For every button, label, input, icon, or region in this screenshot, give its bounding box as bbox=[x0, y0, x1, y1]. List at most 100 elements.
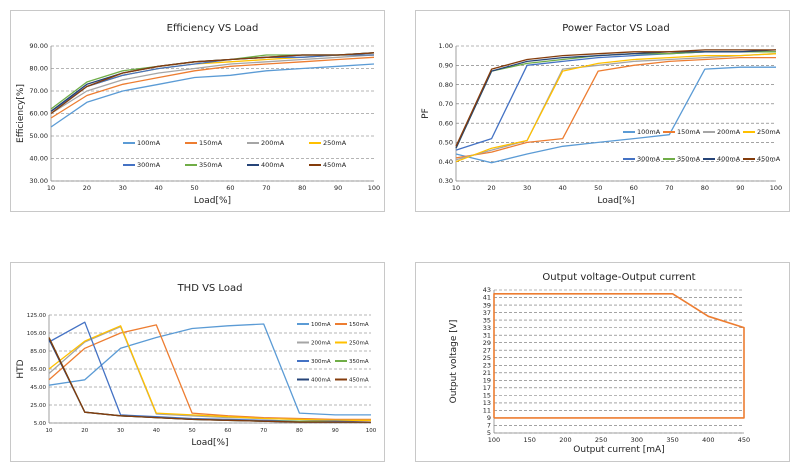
efficiency-chart: Efficiency VS Load 30.00 40.00 50.00 60.00 70… bbox=[16, 23, 380, 206]
voltage-current-chart-panel: Output voltage-Output current 5 7 9 11 13 15 17… bbox=[415, 262, 790, 462]
x-tick-label: 100 bbox=[366, 428, 377, 434]
x-tick-label: 60 bbox=[630, 184, 638, 192]
y-tick-label: 5 bbox=[487, 429, 491, 437]
y-tick-label: 17 bbox=[483, 384, 491, 392]
y-axis-label: PF bbox=[421, 108, 431, 119]
x-tick-label: 90 bbox=[332, 428, 339, 434]
y-tick-label: 30.00 bbox=[29, 177, 48, 185]
series-line bbox=[48, 337, 371, 423]
y-tick-label: 25.00 bbox=[30, 403, 46, 409]
series-line bbox=[493, 292, 745, 419]
y-tick-label: 105.00 bbox=[27, 331, 47, 337]
chart-title: Power Factor VS Load bbox=[562, 23, 670, 34]
series-450ma bbox=[48, 337, 371, 423]
y-tick-label: 19 bbox=[483, 377, 491, 385]
legend-item: 300mA bbox=[123, 161, 161, 169]
x-tick-label: 350 bbox=[666, 436, 678, 444]
legend-item: 350mA bbox=[335, 359, 369, 365]
y-tick-label: 80.00 bbox=[29, 65, 48, 73]
x-tick-label: 30 bbox=[117, 428, 124, 434]
legend-item: 150mA bbox=[663, 128, 701, 136]
legend-label: 350mA bbox=[349, 359, 369, 365]
series-100ma bbox=[48, 323, 371, 416]
y-tick-label: 85.00 bbox=[30, 349, 46, 355]
legend-label: 300mA bbox=[637, 155, 661, 163]
legend-label: 100mA bbox=[137, 139, 161, 147]
x-axis-label: Load[%] bbox=[194, 196, 231, 206]
x-tick-label: 40 bbox=[155, 184, 163, 192]
y-tick-label: 13 bbox=[483, 399, 491, 407]
legend-item: 200mA bbox=[297, 341, 331, 347]
x-tick-label: 50 bbox=[190, 184, 198, 192]
series-300ma bbox=[50, 54, 374, 112]
chart-title: Efficiency VS Load bbox=[167, 23, 259, 34]
x-tick-label: 10 bbox=[452, 184, 460, 192]
legend: 100mA 150mA 200mA 250mA 300mA 350mA 400mA 450mA bbox=[123, 139, 347, 169]
legend-item: 250mA bbox=[309, 139, 347, 147]
y-tick-label: 23 bbox=[483, 361, 491, 369]
y-tick-label: 70.00 bbox=[29, 87, 48, 95]
y-tick-label: 0.30 bbox=[439, 177, 453, 185]
x-tick-label: 20 bbox=[81, 428, 88, 434]
series-100ma bbox=[50, 63, 375, 128]
y-tick-label: 31 bbox=[483, 331, 491, 339]
x-tick-label: 100 bbox=[488, 436, 500, 444]
series-line bbox=[50, 54, 375, 115]
x-tick-label: 80 bbox=[298, 184, 306, 192]
x-tick-label: 40 bbox=[559, 184, 567, 192]
legend-item: 350mA bbox=[663, 155, 701, 163]
y-tick-label: 41 bbox=[483, 294, 491, 302]
y-tick-label: 125.00 bbox=[27, 313, 47, 319]
legend-item: 450mA bbox=[743, 155, 781, 163]
legend-label: 250mA bbox=[323, 139, 347, 147]
series-150ma bbox=[48, 324, 371, 421]
legend-item: 150mA bbox=[185, 139, 223, 147]
legend-label: 400mA bbox=[717, 155, 741, 163]
y-tick-label: 0.50 bbox=[439, 139, 453, 147]
legend-item: 100mA bbox=[297, 322, 331, 328]
legend-label: 300mA bbox=[311, 359, 331, 365]
y-tick-label: 90.00 bbox=[29, 42, 48, 50]
legend-label: 450mA bbox=[323, 161, 347, 169]
y-tick-label: 0.70 bbox=[439, 100, 453, 108]
legend-item: 250mA bbox=[743, 128, 781, 136]
legend-label: 200mA bbox=[261, 139, 285, 147]
x-tick-label: 70 bbox=[262, 184, 270, 192]
y-tick-label: 0.60 bbox=[439, 119, 453, 127]
y-tick-label: 50.00 bbox=[29, 132, 48, 140]
legend-item: 300mA bbox=[297, 359, 331, 365]
y-axis-label: Output voltage [V] bbox=[449, 320, 459, 404]
x-tick-label: 70 bbox=[260, 428, 267, 434]
x-tick-label: 150 bbox=[524, 436, 536, 444]
series-line bbox=[50, 63, 375, 128]
x-tick-label: 400 bbox=[702, 436, 714, 444]
legend-item: 100mA bbox=[123, 139, 161, 147]
y-tick-label: 1.00 bbox=[439, 42, 453, 50]
y-tick-label: 25 bbox=[483, 354, 491, 362]
legend-label: 400mA bbox=[311, 378, 331, 384]
series-line bbox=[455, 66, 776, 164]
legend-label: 150mA bbox=[199, 139, 223, 147]
x-tick-label: 80 bbox=[701, 184, 709, 192]
x-tick-label: 200 bbox=[559, 436, 571, 444]
power-factor-chart-panel: Power Factor VS Load 0.30 0.40 0.50 0.60 0.70… bbox=[415, 10, 790, 212]
y-tick-label: 37 bbox=[483, 309, 491, 317]
series-150ma bbox=[455, 56, 776, 159]
legend-label: 200mA bbox=[311, 341, 331, 347]
legend-item: 450mA bbox=[335, 378, 369, 384]
series-line bbox=[50, 52, 375, 115]
legend-item: 350mA bbox=[185, 161, 223, 169]
legend-label: 450mA bbox=[349, 378, 369, 384]
legend: 100mA 150mA 200mA 250mA 300mA 350mA 400mA 450mA bbox=[297, 322, 369, 384]
y-tick-label: 45.00 bbox=[30, 385, 46, 391]
x-tick-label: 100 bbox=[770, 184, 782, 192]
y-axis-label: Efficiency[%] bbox=[16, 84, 26, 143]
y-tick-label: 27 bbox=[483, 346, 491, 354]
y-tick-label: 5.00 bbox=[34, 421, 47, 427]
y-tick-label: 43 bbox=[483, 286, 491, 294]
legend-label: 300mA bbox=[137, 161, 161, 169]
y-tick-label: 0.80 bbox=[439, 81, 453, 89]
legend: 100mA 150mA 200mA 250mA 300mA 350mA 400mA 450mA bbox=[623, 128, 781, 163]
chart-title: Output voltage-Output current bbox=[542, 272, 695, 283]
x-tick-label: 250 bbox=[595, 436, 607, 444]
